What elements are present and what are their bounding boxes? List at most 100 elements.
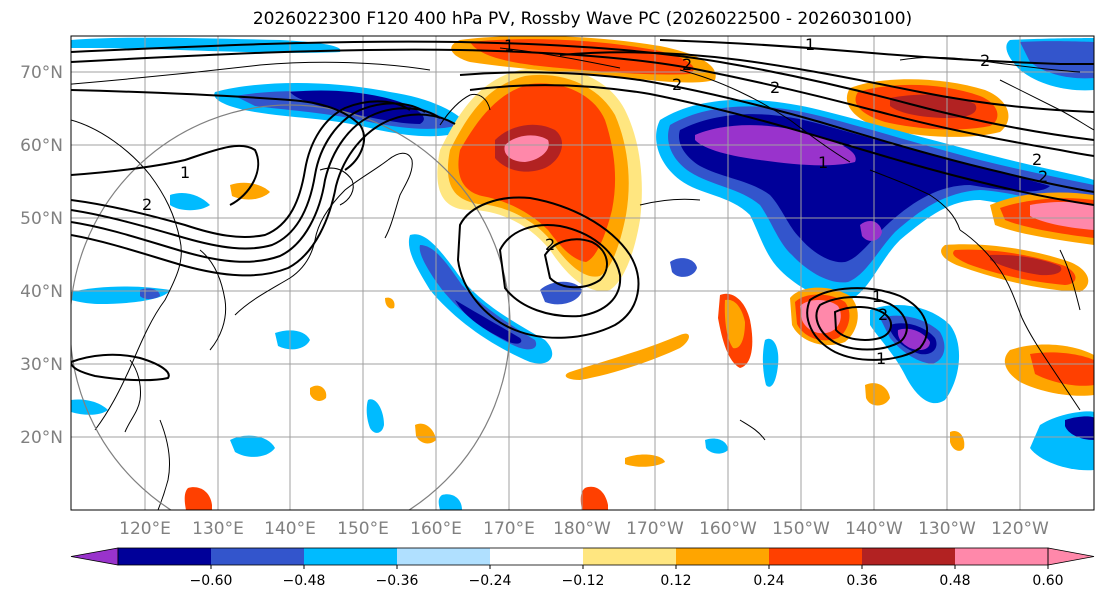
colorbar: −0.60 −0.48 −0.36 −0.24 −0.12 0.12 0.24 0.36 0.4… [70, 547, 1095, 589]
contour-label: 2 [672, 75, 682, 94]
longitude-label: 130°E [192, 519, 244, 539]
positive-anomaly [230, 182, 270, 200]
contour-label: 2 [142, 195, 152, 214]
negative-anomaly [670, 258, 697, 277]
colorbar-segment [490, 548, 584, 565]
contour-label: 1 [180, 163, 190, 182]
negative-anomaly [1020, 41, 1094, 79]
negative-anomaly [705, 438, 728, 454]
colorbar-segment [955, 548, 1049, 565]
positive-anomaly [580, 486, 608, 510]
longitude-label: 130°W [918, 519, 976, 539]
coastlines [71, 47, 1094, 510]
positive-anomaly [310, 385, 327, 401]
positive-anomaly [990, 254, 1062, 276]
positive-anomaly [950, 430, 965, 451]
longitude-label: 120°E [119, 519, 171, 539]
colorbar-extend-high [1047, 547, 1095, 566]
longitude-label: 140°E [264, 519, 316, 539]
colorbar-tick-label: −0.24 [469, 573, 512, 589]
contour-label: 2 [682, 55, 692, 74]
colorbar-segment [211, 548, 305, 565]
colorbar-tick-label: −0.48 [283, 573, 326, 589]
pv-contours [71, 39, 1094, 382]
map-frame [70, 35, 1095, 511]
latitude-label: 20°N [20, 428, 63, 448]
contour-label: 1 [872, 287, 882, 306]
colorbar-segment [304, 548, 398, 565]
colorbar-extend-low [70, 547, 119, 566]
contour-label: 2 [878, 305, 888, 324]
longitude-label: 120°W [991, 519, 1049, 539]
positive-anomaly [504, 135, 549, 162]
colorbar-tick-label: −0.12 [562, 573, 605, 589]
contour-label: 1 [805, 35, 815, 54]
negative-anomaly [419, 245, 537, 350]
negative-anomaly [1065, 416, 1094, 440]
positive-anomaly [184, 487, 212, 510]
negative-anomaly [71, 399, 108, 415]
reference-circle [71, 104, 511, 510]
positive-anomaly [565, 333, 689, 380]
colorbar-tick-label: −0.36 [376, 573, 419, 589]
longitude-label: 170°W [626, 519, 684, 539]
latitude-label: 70°N [20, 63, 63, 83]
longitude-label: 160°E [410, 519, 462, 539]
contour-label: 2 [545, 235, 555, 254]
negative-anomaly [230, 435, 275, 457]
positive-anomaly [1030, 352, 1094, 386]
positive-anomaly [1030, 201, 1094, 230]
colorbar-tick-label: 0.48 [939, 573, 970, 589]
contour-label: 2 [1032, 150, 1042, 169]
colorbar-tick-label: 0.36 [846, 573, 877, 589]
positive-anomaly [890, 94, 977, 118]
colorbar-segment [583, 548, 677, 565]
negative-anomaly [290, 90, 424, 124]
colorbar-tick-label: −0.60 [190, 573, 233, 589]
negative-anomaly [170, 193, 210, 211]
negative-anomaly [275, 330, 310, 350]
latitude-label: 40°N [20, 282, 63, 302]
contour-label: 1 [818, 153, 828, 172]
colorbar-segments [70, 547, 1095, 566]
positive-anomaly [724, 299, 745, 349]
positive-anomaly [385, 297, 395, 309]
negative-anomaly [438, 494, 462, 510]
colorbar-segment [118, 548, 212, 565]
pv-shading [71, 36, 1094, 510]
negative-anomaly [860, 220, 882, 241]
colorbar-ticks: −0.60 −0.48 −0.36 −0.24 −0.12 0.12 0.24 0.36 0.4… [190, 565, 1064, 589]
latitude-label: 30°N [20, 355, 63, 375]
positive-anomaly [458, 83, 616, 263]
longitude-label: 140°W [845, 519, 903, 539]
longitude-label: 150°W [772, 519, 830, 539]
longitude-label: 180°W [553, 519, 611, 539]
contour-label: 2 [980, 51, 990, 70]
graticule [71, 36, 1094, 510]
latitude-axis: 70°N 60°N 50°N 40°N 30°N 20°N [20, 63, 63, 448]
longitude-label: 170°E [483, 519, 535, 539]
negative-anomaly [455, 300, 522, 344]
negative-anomaly [366, 399, 384, 433]
positive-anomaly [865, 383, 890, 406]
colorbar-segment [676, 548, 770, 565]
contour-label: 2 [1038, 167, 1048, 186]
longitude-axis: 120°E 130°E 140°E 150°E 160°E 170°E 180°… [119, 519, 1049, 539]
latitude-label: 60°N [20, 136, 63, 156]
colorbar-segment [862, 548, 956, 565]
contour-labels: 1 2 2 2 1 1 2 2 1 2 2 1 2 2 1 [142, 35, 1048, 368]
latitude-label: 50°N [20, 209, 63, 229]
contour-label: 1 [504, 36, 514, 55]
contour-label: 2 [770, 78, 780, 97]
colorbar-tick-label: 0.12 [660, 573, 691, 589]
positive-anomaly [415, 423, 436, 444]
longitude-label: 160°W [699, 519, 757, 539]
colorbar-tick-label: 0.24 [753, 573, 784, 589]
longitude-label: 150°E [337, 519, 389, 539]
colorbar-segment [769, 548, 863, 565]
colorbar-tick-label: 0.60 [1032, 573, 1063, 589]
colorbar-segment [397, 548, 491, 565]
contour-label: 1 [876, 349, 886, 368]
negative-anomaly [762, 338, 779, 387]
